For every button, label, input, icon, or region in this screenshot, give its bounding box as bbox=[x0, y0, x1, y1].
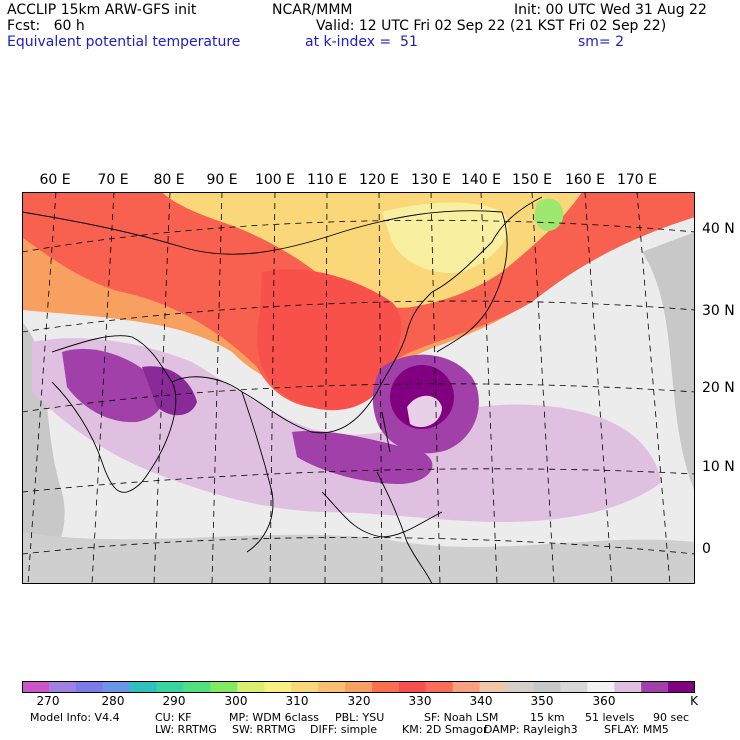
field-purple-india bbox=[62, 348, 163, 423]
colorbar-swatch bbox=[22, 681, 50, 693]
k-index: at k-index = 51 bbox=[305, 34, 418, 50]
km-option: KM: 2D Smagor bbox=[402, 723, 488, 736]
colorbar-swatch bbox=[129, 681, 157, 693]
colorbar-swatch bbox=[210, 681, 238, 693]
colorbar-label: 360 bbox=[592, 694, 616, 708]
forecast-hour: Fcst: 60 h bbox=[7, 18, 85, 34]
time-step: 90 sec bbox=[653, 711, 690, 724]
lon-label: 140 E bbox=[460, 172, 502, 188]
smoothing: sm= 2 bbox=[578, 34, 625, 50]
vertical-levels: 51 levels bbox=[585, 711, 635, 724]
field-gray-east bbox=[642, 232, 695, 492]
cumulus-scheme: CU: KF bbox=[155, 711, 192, 724]
colorbar-swatch bbox=[479, 681, 507, 693]
colorbar-label: 330 bbox=[408, 694, 432, 708]
colorbar-unit: K bbox=[690, 694, 698, 708]
microphysics-scheme: MP: WDM 6class bbox=[229, 711, 319, 724]
colorbar-swatch bbox=[668, 681, 695, 693]
colorbar-swatch bbox=[398, 681, 427, 693]
colorbar-swatch bbox=[102, 681, 130, 693]
graticule bbox=[22, 192, 695, 584]
colorbar-swatch bbox=[48, 681, 77, 693]
lon-label: 120 E bbox=[358, 172, 400, 188]
damping-option: DAMP: Rayleigh3 bbox=[484, 723, 578, 736]
lon-label: 100 E bbox=[254, 172, 296, 188]
lat-label: 0 bbox=[702, 541, 711, 557]
colorbar-label: 310 bbox=[285, 694, 309, 708]
map-frame bbox=[22, 192, 695, 584]
colorbar-label: 320 bbox=[347, 694, 371, 708]
colorbar-swatch bbox=[156, 681, 184, 693]
organization: NCAR/MMM bbox=[272, 2, 353, 18]
lat-label: 40 N bbox=[702, 221, 735, 237]
coastlines bbox=[22, 196, 543, 584]
colorbar-swatch bbox=[425, 681, 454, 693]
field-red-china bbox=[257, 269, 402, 411]
colorbar-swatch bbox=[183, 681, 211, 693]
lon-label: 170 E bbox=[616, 172, 658, 188]
field-name: Equivalent potential temperature bbox=[7, 34, 241, 50]
colorbar-frame bbox=[22, 681, 695, 693]
colorbar-label: 340 bbox=[469, 694, 493, 708]
field-gray-south bbox=[22, 532, 695, 584]
lon-label: 80 E bbox=[153, 172, 185, 188]
field-purple-bay bbox=[142, 366, 197, 416]
typhoon-eye-band bbox=[407, 395, 442, 428]
colorbar-label: 280 bbox=[101, 694, 125, 708]
lat-label: 30 N bbox=[702, 303, 735, 319]
colorbar-swatch bbox=[506, 681, 534, 693]
surface-scheme: SF: Noah LSM bbox=[424, 711, 499, 724]
colorbar-swatch bbox=[560, 681, 588, 693]
lon-label: 60 E bbox=[39, 172, 71, 188]
lon-label: 110 E bbox=[306, 172, 348, 188]
colorbar-swatch bbox=[345, 681, 373, 693]
pbl-scheme: PBL: YSU bbox=[335, 711, 385, 724]
lon-label: 90 E bbox=[206, 172, 238, 188]
colorbar-swatch bbox=[533, 681, 561, 693]
colorbar-swatch bbox=[452, 681, 480, 693]
field-light-yellow bbox=[382, 202, 509, 273]
shortwave-scheme: SW: RRTMG bbox=[232, 723, 296, 736]
theta-e-map bbox=[22, 192, 695, 584]
colorbar-swatch bbox=[264, 681, 292, 693]
lon-label: 160 E bbox=[564, 172, 606, 188]
colorbar-swatch bbox=[587, 681, 615, 693]
lat-label: 10 N bbox=[702, 459, 735, 475]
field-purple-scs bbox=[292, 431, 433, 484]
colorbar-swatch bbox=[371, 681, 400, 693]
colorbar-swatch bbox=[318, 681, 346, 693]
colorbar-swatch bbox=[614, 681, 642, 693]
colorbar-label: 300 bbox=[224, 694, 248, 708]
colorbar bbox=[22, 681, 695, 693]
lon-label: 70 E bbox=[97, 172, 129, 188]
init-time: Init: 00 UTC Wed 31 Aug 22 bbox=[514, 2, 707, 18]
colorbar-swatch bbox=[75, 681, 104, 693]
colorbar-label: 350 bbox=[530, 694, 554, 708]
lon-label: 130 E bbox=[410, 172, 452, 188]
colorbar-label: 290 bbox=[162, 694, 186, 708]
field-lavender bbox=[32, 338, 662, 522]
colorbar-swatch bbox=[237, 681, 265, 693]
model-title: ACCLIP 15km ARW-GFS init bbox=[7, 2, 197, 18]
field-green-patch bbox=[534, 198, 564, 232]
model-info: Model Info: V4.4 bbox=[30, 711, 120, 724]
colorbar-swatch bbox=[291, 681, 319, 693]
valid-time: Valid: 12 UTC Fri 02 Sep 22 (21 KST Fri … bbox=[316, 18, 667, 34]
lat-label: 20 N bbox=[702, 380, 735, 396]
grid-spacing: 15 km bbox=[530, 711, 565, 724]
lon-label: 150 E bbox=[511, 172, 553, 188]
colorbar-swatch bbox=[641, 681, 669, 693]
surface-layer-scheme: SFLAY: MM5 bbox=[604, 723, 669, 736]
diffusion-option: DIFF: simple bbox=[310, 723, 378, 736]
colorbar-label: 270 bbox=[36, 694, 60, 708]
longwave-scheme: LW: RRTMG bbox=[155, 723, 217, 736]
